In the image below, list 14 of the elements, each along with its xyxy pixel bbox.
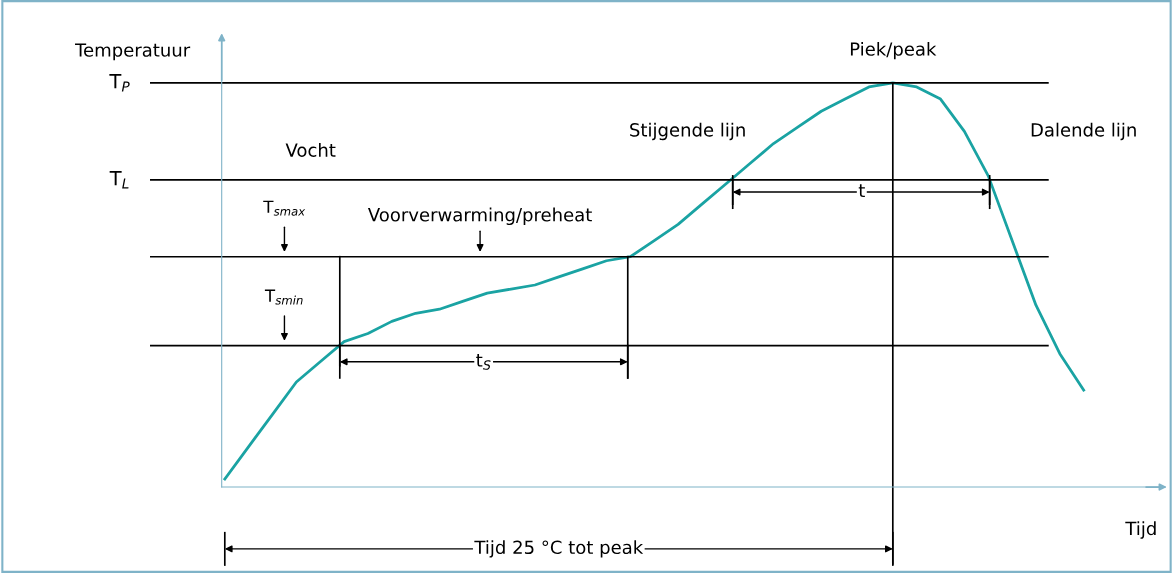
x-axis-title: Tijd	[1125, 521, 1156, 539]
ref-line-label: T$_{L}$	[109, 171, 129, 189]
annotation: Dalende lijn	[1031, 122, 1136, 141]
annotation: Vocht	[285, 142, 336, 157]
annotation: t$_{S}$	[476, 353, 491, 370]
ref-line-label: T$_{smin}$	[264, 289, 303, 305]
y-axis-title: Temperatuur	[75, 43, 191, 61]
text: Piek/peak	[850, 41, 937, 60]
text: Tijd 25 °C tot peak	[474, 540, 644, 558]
ref-line-label: T$_{smax}$	[263, 200, 306, 216]
ref-line-label: T$_{P}$	[109, 74, 130, 92]
annotation: Stijgende lijn	[630, 122, 745, 141]
annotation: Voorverwarming/preheat	[367, 207, 592, 226]
annotation: t	[858, 184, 865, 198]
